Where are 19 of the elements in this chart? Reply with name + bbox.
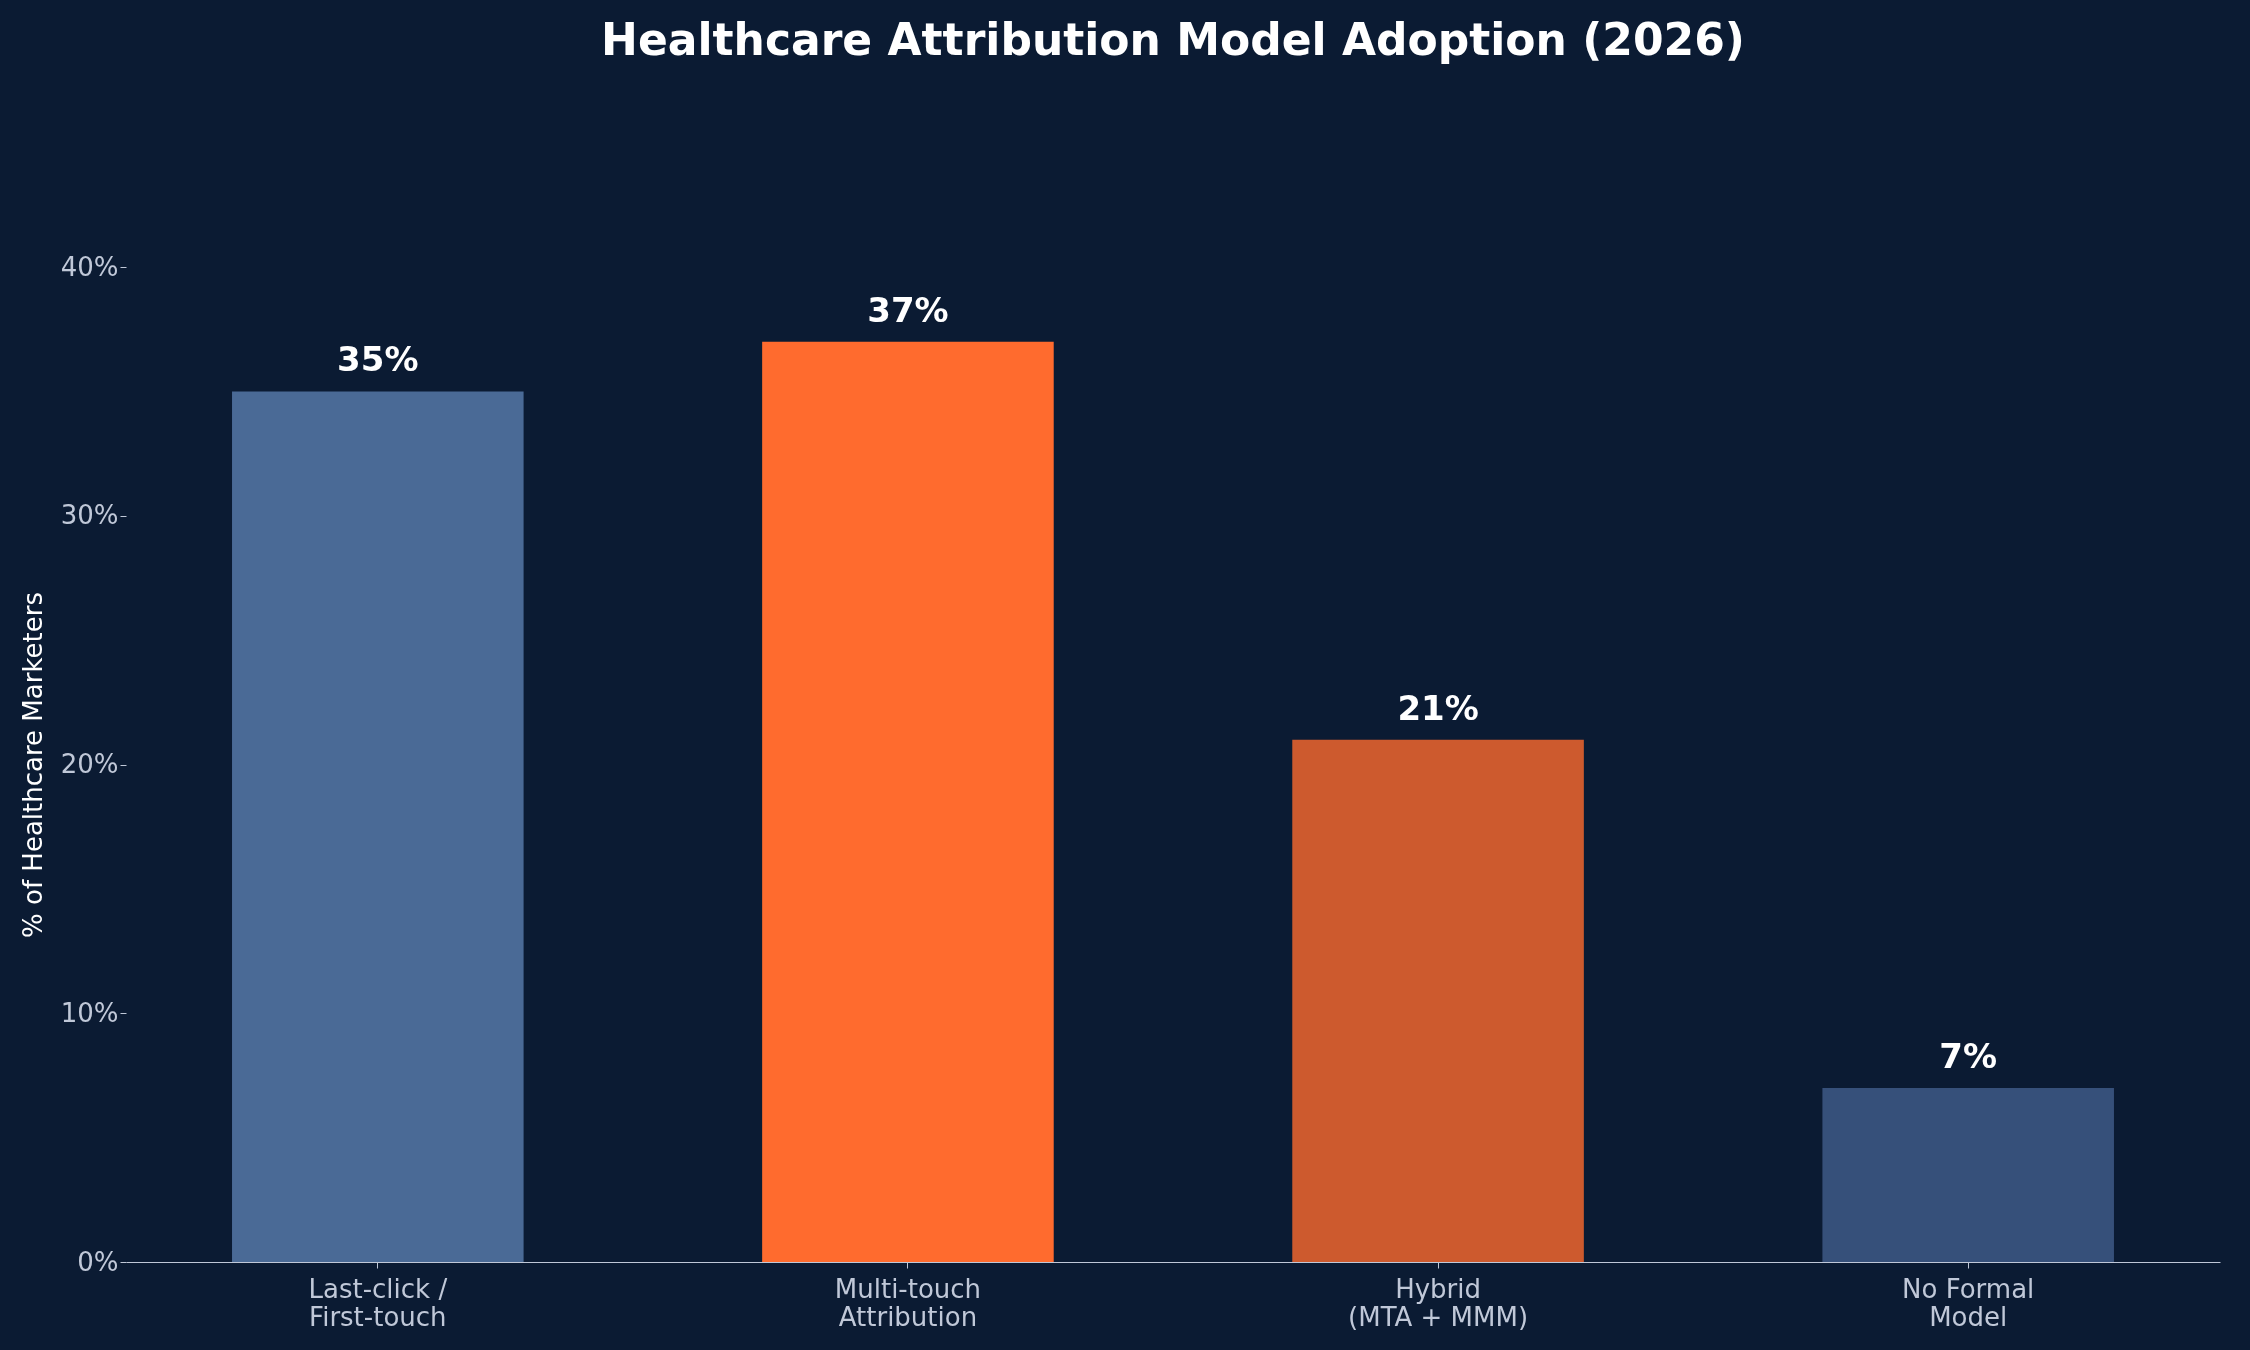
bar — [232, 391, 524, 1262]
data-label: 7% — [1939, 1035, 1998, 1076]
bar — [762, 341, 1054, 1262]
x-tick-label: Multi-touch Attribution — [834, 1273, 982, 1332]
y-tick-label: 0% — [77, 1246, 119, 1277]
x-tick-label: No Formal Model — [1902, 1273, 2035, 1332]
y-tick-label: 30% — [60, 500, 119, 531]
y-tick-label: 20% — [60, 749, 119, 779]
data-label: 37% — [867, 289, 949, 330]
y-tick-label: 40% — [60, 251, 119, 282]
x-tick-label: Last-click / First-touch — [308, 1273, 448, 1332]
data-label: 21% — [1397, 687, 1479, 728]
chart-title: Healthcare Attribution Model Adoption (2026) — [601, 14, 1745, 65]
data-label: 35% — [337, 339, 419, 380]
bar — [1292, 739, 1584, 1262]
x-tick-label: Hybrid (MTA + MMM) — [1348, 1273, 1529, 1332]
y-tick-label: 10% — [60, 997, 119, 1028]
y-axis-title: % of Healthcare Marketers — [17, 592, 48, 938]
bar — [1822, 1087, 2114, 1262]
